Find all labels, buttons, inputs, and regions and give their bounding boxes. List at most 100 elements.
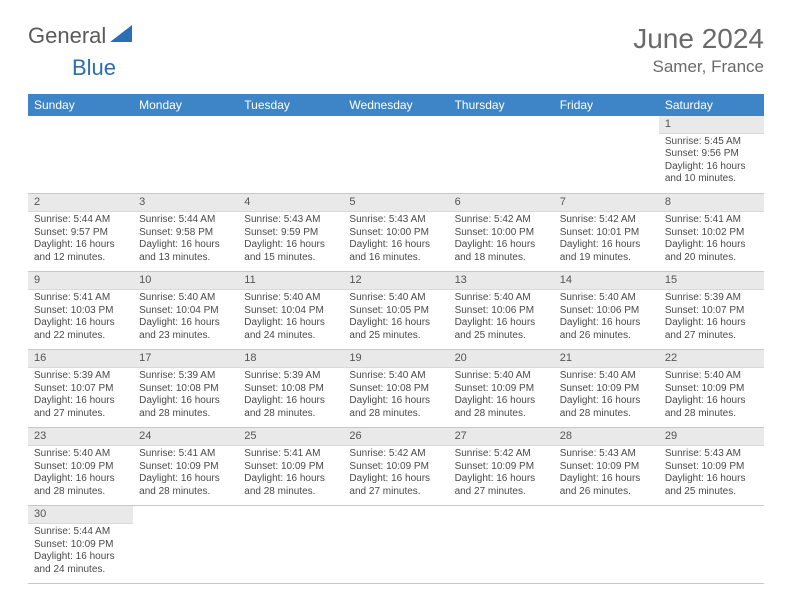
sunrise-line: Sunrise: 5:40 AM — [139, 292, 232, 305]
calendar-cell: 30Sunrise: 5:44 AMSunset: 10:09 PMDaylig… — [28, 506, 133, 584]
calendar-row: 1Sunrise: 5:45 AMSunset: 9:56 PMDaylight… — [28, 116, 764, 194]
daylight-line: Daylight: 16 hours and 25 minutes. — [349, 317, 442, 342]
sunrise-line: Sunrise: 5:42 AM — [455, 214, 548, 227]
day-body: Sunrise: 5:40 AMSunset: 10:04 PMDaylight… — [133, 290, 238, 346]
sunrise-line: Sunrise: 5:39 AM — [34, 370, 127, 383]
logo-text-blue: Blue — [72, 55, 116, 80]
calendar-cell: 11Sunrise: 5:40 AMSunset: 10:04 PMDaylig… — [238, 272, 343, 350]
weekday-header: Sunday — [28, 94, 133, 116]
calendar-cell — [238, 506, 343, 584]
daylight-line: Daylight: 16 hours and 25 minutes. — [455, 317, 548, 342]
day-number: 26 — [343, 428, 448, 446]
sunrise-line: Sunrise: 5:43 AM — [560, 448, 653, 461]
sunset-line: Sunset: 10:09 PM — [455, 461, 548, 474]
sunset-line: Sunset: 10:02 PM — [665, 227, 758, 240]
sunset-line: Sunset: 10:09 PM — [560, 461, 653, 474]
sunrise-line: Sunrise: 5:43 AM — [665, 448, 758, 461]
day-number: 23 — [28, 428, 133, 446]
day-body: Sunrise: 5:41 AMSunset: 10:09 PMDaylight… — [238, 446, 343, 502]
sunset-line: Sunset: 10:09 PM — [455, 383, 548, 396]
calendar-cell: 6Sunrise: 5:42 AMSunset: 10:00 PMDayligh… — [449, 194, 554, 272]
day-number: 2 — [28, 194, 133, 212]
calendar-cell: 13Sunrise: 5:40 AMSunset: 10:06 PMDaylig… — [449, 272, 554, 350]
calendar-row: 30Sunrise: 5:44 AMSunset: 10:09 PMDaylig… — [28, 506, 764, 584]
sunset-line: Sunset: 10:07 PM — [34, 383, 127, 396]
daylight-line: Daylight: 16 hours and 22 minutes. — [34, 317, 127, 342]
day-number: 12 — [343, 272, 448, 290]
weekday-header: Monday — [133, 94, 238, 116]
sunrise-line: Sunrise: 5:40 AM — [560, 370, 653, 383]
day-number: 4 — [238, 194, 343, 212]
day-number: 16 — [28, 350, 133, 368]
sunset-line: Sunset: 10:07 PM — [665, 305, 758, 318]
sunset-line: Sunset: 10:00 PM — [455, 227, 548, 240]
sunrise-line: Sunrise: 5:42 AM — [349, 448, 442, 461]
calendar-cell: 10Sunrise: 5:40 AMSunset: 10:04 PMDaylig… — [133, 272, 238, 350]
daylight-line: Daylight: 16 hours and 24 minutes. — [34, 551, 127, 576]
day-body: Sunrise: 5:40 AMSunset: 10:09 PMDaylight… — [28, 446, 133, 502]
calendar-cell: 2Sunrise: 5:44 AMSunset: 9:57 PMDaylight… — [28, 194, 133, 272]
day-number: 21 — [554, 350, 659, 368]
day-number: 18 — [238, 350, 343, 368]
sunrise-line: Sunrise: 5:42 AM — [455, 448, 548, 461]
calendar-cell: 17Sunrise: 5:39 AMSunset: 10:08 PMDaylig… — [133, 350, 238, 428]
sunset-line: Sunset: 10:04 PM — [244, 305, 337, 318]
day-body: Sunrise: 5:39 AMSunset: 10:07 PMDaylight… — [659, 290, 764, 346]
daylight-line: Daylight: 16 hours and 26 minutes. — [560, 473, 653, 498]
logo-triangle-icon — [110, 24, 132, 47]
daylight-line: Daylight: 16 hours and 19 minutes. — [560, 239, 653, 264]
calendar-row: 9Sunrise: 5:41 AMSunset: 10:03 PMDayligh… — [28, 272, 764, 350]
sunset-line: Sunset: 10:06 PM — [455, 305, 548, 318]
day-body: Sunrise: 5:40 AMSunset: 10:09 PMDaylight… — [554, 368, 659, 424]
calendar-row: 16Sunrise: 5:39 AMSunset: 10:07 PMDaylig… — [28, 350, 764, 428]
daylight-line: Daylight: 16 hours and 24 minutes. — [244, 317, 337, 342]
day-number: 8 — [659, 194, 764, 212]
calendar-cell: 15Sunrise: 5:39 AMSunset: 10:07 PMDaylig… — [659, 272, 764, 350]
calendar-cell: 12Sunrise: 5:40 AMSunset: 10:05 PMDaylig… — [343, 272, 448, 350]
sunset-line: Sunset: 10:06 PM — [560, 305, 653, 318]
day-number: 24 — [133, 428, 238, 446]
calendar-cell: 18Sunrise: 5:39 AMSunset: 10:08 PMDaylig… — [238, 350, 343, 428]
day-body: Sunrise: 5:39 AMSunset: 10:07 PMDaylight… — [28, 368, 133, 424]
calendar-cell — [554, 116, 659, 194]
sunrise-line: Sunrise: 5:43 AM — [349, 214, 442, 227]
location-label: Samer, France — [633, 57, 764, 77]
day-body: Sunrise: 5:42 AMSunset: 10:00 PMDaylight… — [449, 212, 554, 268]
sunset-line: Sunset: 10:08 PM — [139, 383, 232, 396]
calendar-cell: 1Sunrise: 5:45 AMSunset: 9:56 PMDaylight… — [659, 116, 764, 194]
day-number: 29 — [659, 428, 764, 446]
daylight-line: Daylight: 16 hours and 28 minutes. — [34, 473, 127, 498]
day-body: Sunrise: 5:44 AMSunset: 10:09 PMDaylight… — [28, 524, 133, 580]
month-title: June 2024 — [633, 24, 764, 55]
calendar-cell — [343, 116, 448, 194]
sunset-line: Sunset: 10:08 PM — [349, 383, 442, 396]
sunset-line: Sunset: 10:09 PM — [139, 461, 232, 474]
calendar-cell: 27Sunrise: 5:42 AMSunset: 10:09 PMDaylig… — [449, 428, 554, 506]
title-block: June 2024 Samer, France — [633, 24, 764, 77]
daylight-line: Daylight: 16 hours and 27 minutes. — [455, 473, 548, 498]
sunset-line: Sunset: 10:09 PM — [34, 461, 127, 474]
calendar-cell: 29Sunrise: 5:43 AMSunset: 10:09 PMDaylig… — [659, 428, 764, 506]
sunset-line: Sunset: 10:01 PM — [560, 227, 653, 240]
day-number: 10 — [133, 272, 238, 290]
sunset-line: Sunset: 10:09 PM — [665, 383, 758, 396]
sunset-line: Sunset: 10:05 PM — [349, 305, 442, 318]
calendar-cell: 3Sunrise: 5:44 AMSunset: 9:58 PMDaylight… — [133, 194, 238, 272]
day-body: Sunrise: 5:40 AMSunset: 10:04 PMDaylight… — [238, 290, 343, 346]
day-number: 13 — [449, 272, 554, 290]
daylight-line: Daylight: 16 hours and 13 minutes. — [139, 239, 232, 264]
sunrise-line: Sunrise: 5:39 AM — [665, 292, 758, 305]
sunrise-line: Sunrise: 5:40 AM — [560, 292, 653, 305]
daylight-line: Daylight: 16 hours and 16 minutes. — [349, 239, 442, 264]
sunset-line: Sunset: 10:00 PM — [349, 227, 442, 240]
sunrise-line: Sunrise: 5:40 AM — [349, 370, 442, 383]
day-number: 6 — [449, 194, 554, 212]
daylight-line: Daylight: 16 hours and 28 minutes. — [560, 395, 653, 420]
calendar-cell: 19Sunrise: 5:40 AMSunset: 10:08 PMDaylig… — [343, 350, 448, 428]
calendar-cell: 8Sunrise: 5:41 AMSunset: 10:02 PMDayligh… — [659, 194, 764, 272]
day-body: Sunrise: 5:40 AMSunset: 10:08 PMDaylight… — [343, 368, 448, 424]
sunrise-line: Sunrise: 5:44 AM — [34, 214, 127, 227]
day-number: 30 — [28, 506, 133, 524]
calendar-cell: 14Sunrise: 5:40 AMSunset: 10:06 PMDaylig… — [554, 272, 659, 350]
day-number: 15 — [659, 272, 764, 290]
